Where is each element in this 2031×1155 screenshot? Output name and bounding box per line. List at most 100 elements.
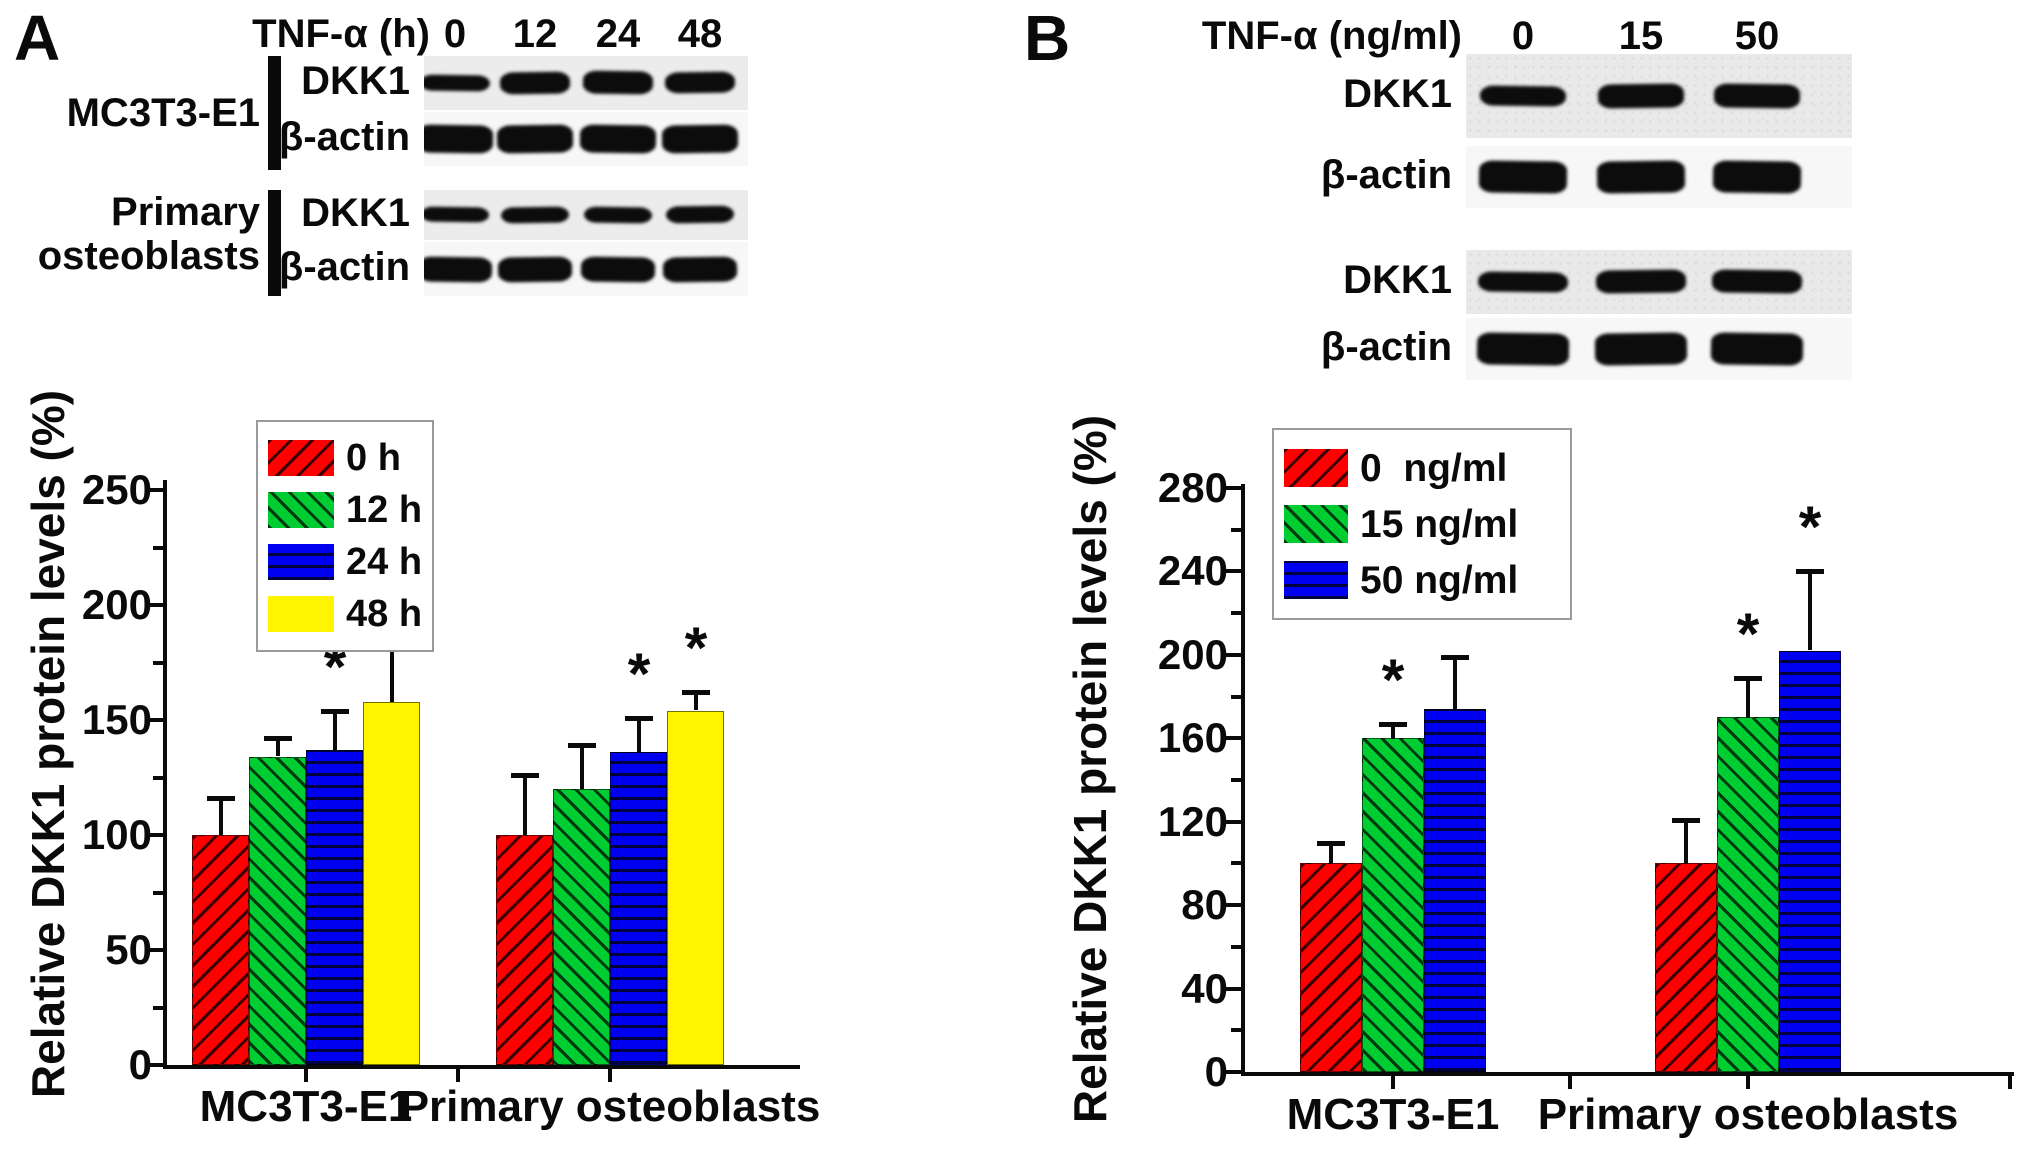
category-label: MC3T3-E1 bbox=[199, 1082, 413, 1131]
legend-row: 0 ng/ml bbox=[1284, 440, 1560, 496]
error-bar-stem bbox=[1329, 843, 1333, 864]
lane-label: 50 bbox=[1734, 14, 1780, 58]
legend-label: 12 h bbox=[346, 489, 423, 531]
error-bar-cap bbox=[264, 736, 292, 741]
legend-row: 48 h bbox=[268, 588, 422, 640]
blot-row-label: β-actin bbox=[278, 245, 410, 289]
y-tick-label: 280 bbox=[1157, 464, 1228, 511]
blot-strip-dkk1 bbox=[1466, 54, 1852, 138]
error-bar-stem bbox=[1453, 657, 1457, 709]
y-tick-label: 240 bbox=[1157, 547, 1228, 594]
y-tick-label: 0 bbox=[128, 1041, 152, 1088]
lane-label: 15 bbox=[1618, 14, 1664, 58]
error-bar-stem bbox=[580, 745, 584, 789]
legend-box: 0 h 12 h 24 h 48 h bbox=[256, 420, 434, 652]
bar-mc3t3-e1-12-h bbox=[249, 757, 306, 1065]
bar-primary-osteoblasts-50-ng/ml bbox=[1779, 651, 1841, 1072]
error-bar-cap bbox=[1672, 818, 1700, 823]
y-major-tick bbox=[147, 488, 163, 492]
legend-swatch bbox=[268, 440, 334, 476]
error-bar-stem bbox=[1391, 724, 1395, 739]
legend-row: 50 ng/ml bbox=[1284, 552, 1560, 608]
group-bracket bbox=[268, 190, 281, 296]
y-minor-tick bbox=[153, 661, 163, 665]
y-major-tick bbox=[1225, 569, 1241, 573]
error-bar-stem bbox=[1684, 820, 1688, 864]
blot-strip-dkk1 bbox=[424, 190, 748, 240]
y-tick-label: 0 bbox=[1204, 1048, 1228, 1095]
bar-primary-osteoblasts-0-h bbox=[496, 835, 553, 1065]
y-minor-tick bbox=[153, 891, 163, 895]
legend-row: 15 ng/ml bbox=[1284, 496, 1560, 552]
legend-label: 48 h bbox=[346, 593, 423, 635]
legend-swatch bbox=[268, 492, 334, 528]
x-tick bbox=[608, 1069, 612, 1082]
y-major-tick bbox=[1225, 987, 1241, 991]
significance-asterisk: * bbox=[1381, 648, 1405, 713]
y-tick-label: 200 bbox=[1157, 631, 1228, 678]
legend-swatch bbox=[268, 596, 334, 632]
error-bar-stem bbox=[333, 711, 337, 750]
legend-box: 0 ng/ml 15 ng/ml 50 ng/ml bbox=[1272, 428, 1572, 620]
blot-strip-actin bbox=[424, 112, 748, 166]
y-minor-tick bbox=[1231, 778, 1241, 782]
bar-primary-osteoblasts-0-ng/ml bbox=[1655, 863, 1717, 1072]
significance-asterisk: * bbox=[684, 616, 708, 681]
category-label: MC3T3-E1 bbox=[1286, 1090, 1500, 1139]
error-bar-cap bbox=[1441, 655, 1469, 660]
y-minor-tick bbox=[153, 546, 163, 550]
y-major-tick bbox=[147, 718, 163, 722]
y-major-tick bbox=[147, 1063, 163, 1067]
legend-label: 50 ng/ml bbox=[1360, 558, 1519, 602]
legend-label: 0 ng/ml bbox=[1360, 446, 1508, 490]
y-axis-line bbox=[163, 480, 167, 1069]
legend-swatch bbox=[1284, 449, 1348, 487]
blot-strip-dkk1 bbox=[1466, 250, 1852, 314]
legend-label: 15 ng/ml bbox=[1360, 502, 1519, 546]
blot-strip-actin bbox=[1466, 318, 1852, 380]
y-major-tick bbox=[1225, 736, 1241, 740]
bar-mc3t3-e1-15-ng/ml bbox=[1362, 738, 1424, 1072]
bar-mc3t3-e1-48-h bbox=[363, 702, 420, 1065]
y-minor-tick bbox=[1231, 861, 1241, 865]
y-tick-label: 120 bbox=[1157, 798, 1228, 845]
lane-label: 48 bbox=[677, 12, 723, 56]
legend-swatch bbox=[1284, 505, 1348, 543]
blot-row-label: DKK1 bbox=[1343, 258, 1452, 302]
error-bar-cap bbox=[1734, 676, 1762, 681]
bar-mc3t3-e1-0-ng/ml bbox=[1300, 863, 1362, 1072]
panel-b-letter: B bbox=[1024, 2, 1072, 74]
y-tick-label: 250 bbox=[81, 466, 152, 513]
legend-swatch bbox=[268, 544, 334, 580]
x-tick bbox=[1391, 1076, 1395, 1089]
y-minor-tick bbox=[153, 1006, 163, 1010]
blot-strip-actin bbox=[424, 242, 748, 296]
blot-row-label: β-actin bbox=[1320, 325, 1452, 369]
error-bar-cap bbox=[1379, 722, 1407, 727]
y-minor-tick bbox=[153, 776, 163, 780]
blot-row-label: β-actin bbox=[278, 115, 410, 159]
panel-a-blot-section: TNF-α (h) 0 12 24 48 DKK1 β-actin DKK1 β-actin MC… bbox=[0, 0, 1015, 320]
y-minor-tick bbox=[1231, 611, 1241, 615]
treatment-label: TNF-α (h) bbox=[252, 12, 430, 56]
significance-asterisk: * bbox=[323, 635, 347, 700]
legend-label: 24 h bbox=[346, 541, 423, 583]
x-tick bbox=[304, 1069, 308, 1082]
error-bar-stem bbox=[523, 775, 527, 835]
significance-asterisk: * bbox=[1736, 602, 1760, 667]
legend-row: 24 h bbox=[268, 536, 422, 588]
legend-row: 12 h bbox=[268, 484, 422, 536]
y-tick-label: 40 bbox=[1181, 965, 1228, 1012]
bar-primary-osteoblasts-48-h bbox=[667, 711, 724, 1065]
significance-asterisk: * bbox=[627, 642, 651, 707]
panel-b-blot-section: TNF-α (ng/ml) 0 15 50 DKK1 β-actin DKK1 β-actin bbox=[0, 0, 2031, 400]
error-bar-cap bbox=[1317, 841, 1345, 846]
error-bar-cap bbox=[625, 716, 653, 721]
y-tick-label: 150 bbox=[81, 696, 152, 743]
blot-row-label: DKK1 bbox=[301, 59, 410, 103]
bar-mc3t3-e1-0-h bbox=[192, 835, 249, 1065]
error-bar-stem bbox=[390, 628, 394, 702]
y-axis-line bbox=[1241, 484, 1245, 1076]
x-axis-line bbox=[1241, 1072, 2014, 1076]
